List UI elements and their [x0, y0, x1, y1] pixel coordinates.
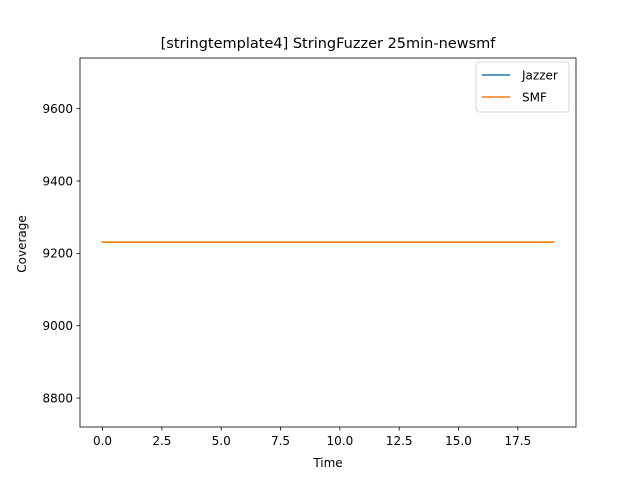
x-tick-label: 17.5 [504, 434, 531, 448]
y-tick-label: 9200 [42, 247, 73, 261]
legend: Jazzer SMF [475, 61, 570, 113]
x-tick-label: 12.5 [386, 434, 413, 448]
x-tick-label: 2.5 [152, 434, 171, 448]
x-tick-label: 10.0 [327, 434, 354, 448]
chart-title: [stringtemplate4] StringFuzzer 25min-new… [161, 36, 497, 52]
x-tick-label: 0.0 [93, 434, 112, 448]
x-axis: 0.0 2.5 5.0 7.5 10.0 12.5 15.0 17.5 [93, 427, 531, 448]
x-tick-label: 15.0 [445, 434, 472, 448]
x-axis-label: Time [312, 456, 342, 470]
legend-label-smf: SMF [522, 90, 547, 104]
y-axis-label: Coverage [15, 215, 29, 273]
y-tick-label: 9600 [42, 102, 73, 116]
x-tick-label: 5.0 [212, 434, 231, 448]
y-tick-label: 9000 [42, 319, 73, 333]
y-tick-label: 9400 [42, 174, 73, 188]
y-tick-label: 8800 [42, 391, 73, 405]
x-tick-label: 7.5 [271, 434, 290, 448]
axes-frame [79, 57, 577, 428]
y-axis: 8800 9000 9200 9400 9600 [42, 102, 80, 405]
legend-label-jazzer: Jazzer [521, 68, 558, 82]
